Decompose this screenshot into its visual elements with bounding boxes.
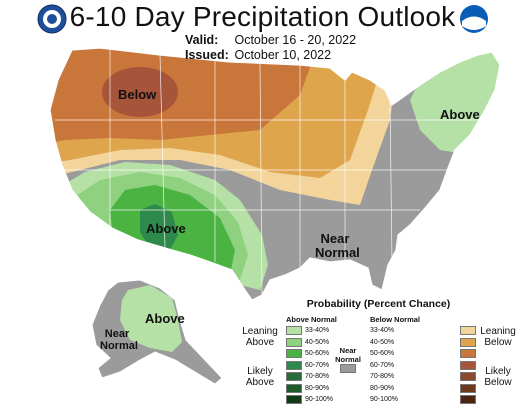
legend-below-range: 33-40% (370, 327, 395, 334)
legend-below-swatch (460, 395, 476, 404)
legend-above-range: 70-80% (305, 373, 330, 380)
legend-above-swatch (286, 349, 302, 358)
legend-below-header: Below Normal (370, 315, 421, 324)
legend-leaning-above: Leaning Above (242, 326, 278, 348)
valid-label: Valid: (185, 33, 219, 47)
legend-below-swatch (460, 372, 476, 381)
label-above-southwest: Above (146, 221, 186, 236)
label-near-normal-alaska: Near Normal (100, 328, 138, 352)
legend-above-range: 40-50% (305, 338, 330, 346)
legend-below-range: 90-100% (370, 396, 399, 403)
legend-below-range: 40-50% (370, 338, 395, 346)
legend-below-range: 70-80% (370, 373, 395, 380)
legend-below-range: 80-90% (370, 384, 395, 392)
legend-above-range: 60-70% (305, 361, 330, 369)
label-near-normal-southeast: Near Normal (315, 231, 360, 260)
legend-below-swatch (460, 360, 476, 370)
valid-dates: October 16 - 20, 2022 (234, 33, 357, 47)
legend-above-header: Above Normal (286, 315, 337, 324)
legend-above-range: 80-90% (305, 384, 330, 392)
legend-above-swatch (286, 360, 302, 370)
legend-below-swatch (460, 383, 476, 393)
legend-near-swatch (340, 364, 356, 373)
legend-leaning-below: Leaning Below (480, 326, 516, 348)
label-above-northeast: Above (440, 107, 480, 122)
legend-title: Probability (Percent Chance) (306, 298, 451, 310)
legend-below-swatch (460, 349, 476, 358)
page-title: 6-10 Day Precipitation Outlook (69, 1, 456, 32)
doc-seal-icon (37, 4, 67, 34)
valid-line: Valid: October 16 - 20, 2022 (185, 33, 356, 47)
legend-below-range: 60-70% (370, 361, 395, 369)
legend-above-range: 50-60% (305, 350, 330, 357)
legend-below-swatch (460, 326, 476, 335)
legend-below-range: 50-60% (370, 350, 395, 357)
legend-above-swatch (286, 372, 302, 381)
issued-line: Issued: October 10, 2022 (185, 48, 331, 62)
legend-above-range: 90-100% (305, 396, 334, 403)
legend: Probability (Percent Chance) Above Norma… (236, 298, 521, 404)
legend-likely-below: Likely Below (484, 366, 512, 388)
legend-above-swatch (286, 326, 302, 335)
legend-above-swatch (286, 383, 302, 393)
label-below: Below (118, 87, 157, 102)
legend-likely-above: Likely Above (245, 366, 275, 388)
legend-near-header: Near Normal (335, 346, 361, 364)
alaska-above (120, 285, 182, 352)
legend-below-swatch (460, 337, 476, 347)
legend-above-swatch (286, 337, 302, 347)
label-above-alaska: Above (145, 311, 185, 326)
noaa-logo-icon (459, 4, 489, 34)
legend-above-range: 33-40% (305, 327, 330, 334)
issued-label: Issued: (185, 48, 229, 62)
issued-date: October 10, 2022 (234, 48, 332, 62)
legend-above-swatch (286, 395, 302, 404)
